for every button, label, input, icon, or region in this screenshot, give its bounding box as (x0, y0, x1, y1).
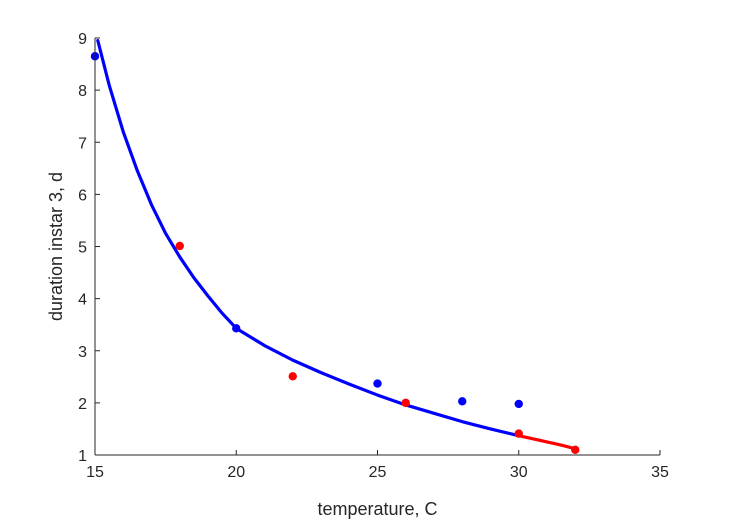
data-point-blue (514, 399, 523, 409)
x-axis-label: temperature, C (317, 499, 437, 519)
y-tick-label: 9 (78, 31, 87, 48)
y-tick-label: 6 (78, 187, 87, 204)
y-axis-label: duration instar 3, d (46, 172, 66, 321)
x-ticks: 15 20 25 30 35 (86, 450, 669, 481)
data-point-red (571, 445, 580, 454)
y-ticks: 1 2 3 4 5 6 7 8 9 (78, 31, 100, 465)
data-point-blue (458, 397, 467, 406)
y-tick-label: 2 (78, 396, 87, 413)
data-point-red (175, 241, 184, 251)
y-tick-label: 1 (78, 448, 87, 465)
x-tick-label: 20 (227, 464, 245, 481)
data-point-red (288, 372, 297, 381)
x-tick-label: 25 (369, 464, 387, 481)
data-point-blue (232, 324, 241, 333)
plot-area (90, 39, 580, 454)
y-tick-label: 4 (78, 292, 87, 309)
y-tick-label: 8 (78, 83, 87, 100)
x-tick-label: 30 (510, 464, 528, 481)
y-tick-label: 7 (78, 135, 87, 152)
x-tick-label: 15 (86, 464, 104, 481)
data-point-red (514, 429, 523, 438)
data-point-red (401, 398, 410, 408)
y-tick-label: 3 (78, 344, 87, 361)
axes: 15 20 25 30 35 1 2 3 4 5 6 7 8 9 (78, 31, 669, 481)
y-tick-label: 5 (78, 240, 87, 257)
x-tick-label: 35 (651, 464, 669, 481)
data-point-blue (373, 379, 382, 388)
fit-line-red (517, 434, 577, 451)
